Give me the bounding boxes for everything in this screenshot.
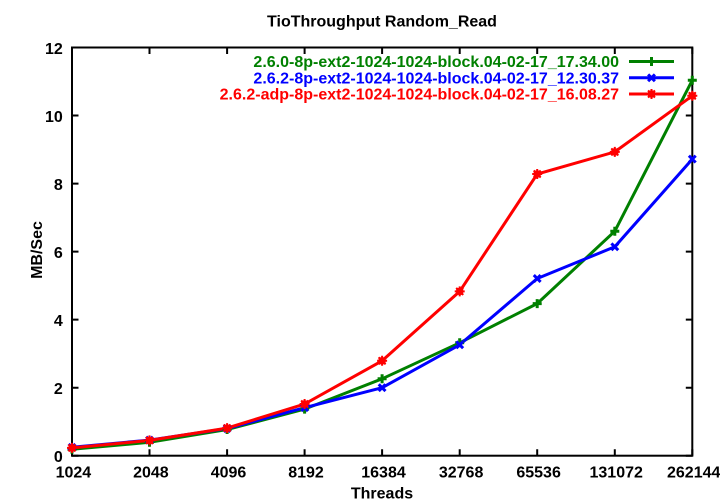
svg-text:12: 12 [45, 41, 63, 58]
svg-text:2.6.2-adp-8p-ext2-1024-1024-bl: 2.6.2-adp-8p-ext2-1024-1024-block.04-02-… [220, 87, 619, 104]
svg-text:32768: 32768 [439, 465, 484, 482]
svg-text:MB/Sec: MB/Sec [29, 221, 46, 279]
svg-text:8192: 8192 [288, 465, 324, 482]
svg-text:Threads: Threads [351, 486, 413, 503]
svg-text:4: 4 [54, 313, 63, 330]
svg-text:2.6.0-8p-ext2-1024-1024-block.: 2.6.0-8p-ext2-1024-1024-block.04-02-17_1… [253, 54, 619, 71]
svg-text:TioThroughput Random_Read: TioThroughput Random_Read [267, 14, 497, 31]
svg-text:16384: 16384 [361, 465, 406, 482]
svg-text:4096: 4096 [211, 465, 247, 482]
svg-text:8: 8 [54, 177, 63, 194]
svg-text:131072: 131072 [590, 465, 643, 482]
svg-text:10: 10 [45, 109, 63, 126]
svg-text:65536: 65536 [516, 465, 561, 482]
svg-text:1024: 1024 [56, 465, 92, 482]
svg-text:6: 6 [54, 245, 63, 262]
svg-text:262144: 262144 [667, 465, 720, 482]
svg-text:2: 2 [54, 381, 63, 398]
svg-text:2.6.2-8p-ext2-1024-1024-block.: 2.6.2-8p-ext2-1024-1024-block.04-02-17_1… [253, 70, 619, 87]
svg-text:0: 0 [54, 449, 63, 466]
svg-text:2048: 2048 [133, 465, 169, 482]
